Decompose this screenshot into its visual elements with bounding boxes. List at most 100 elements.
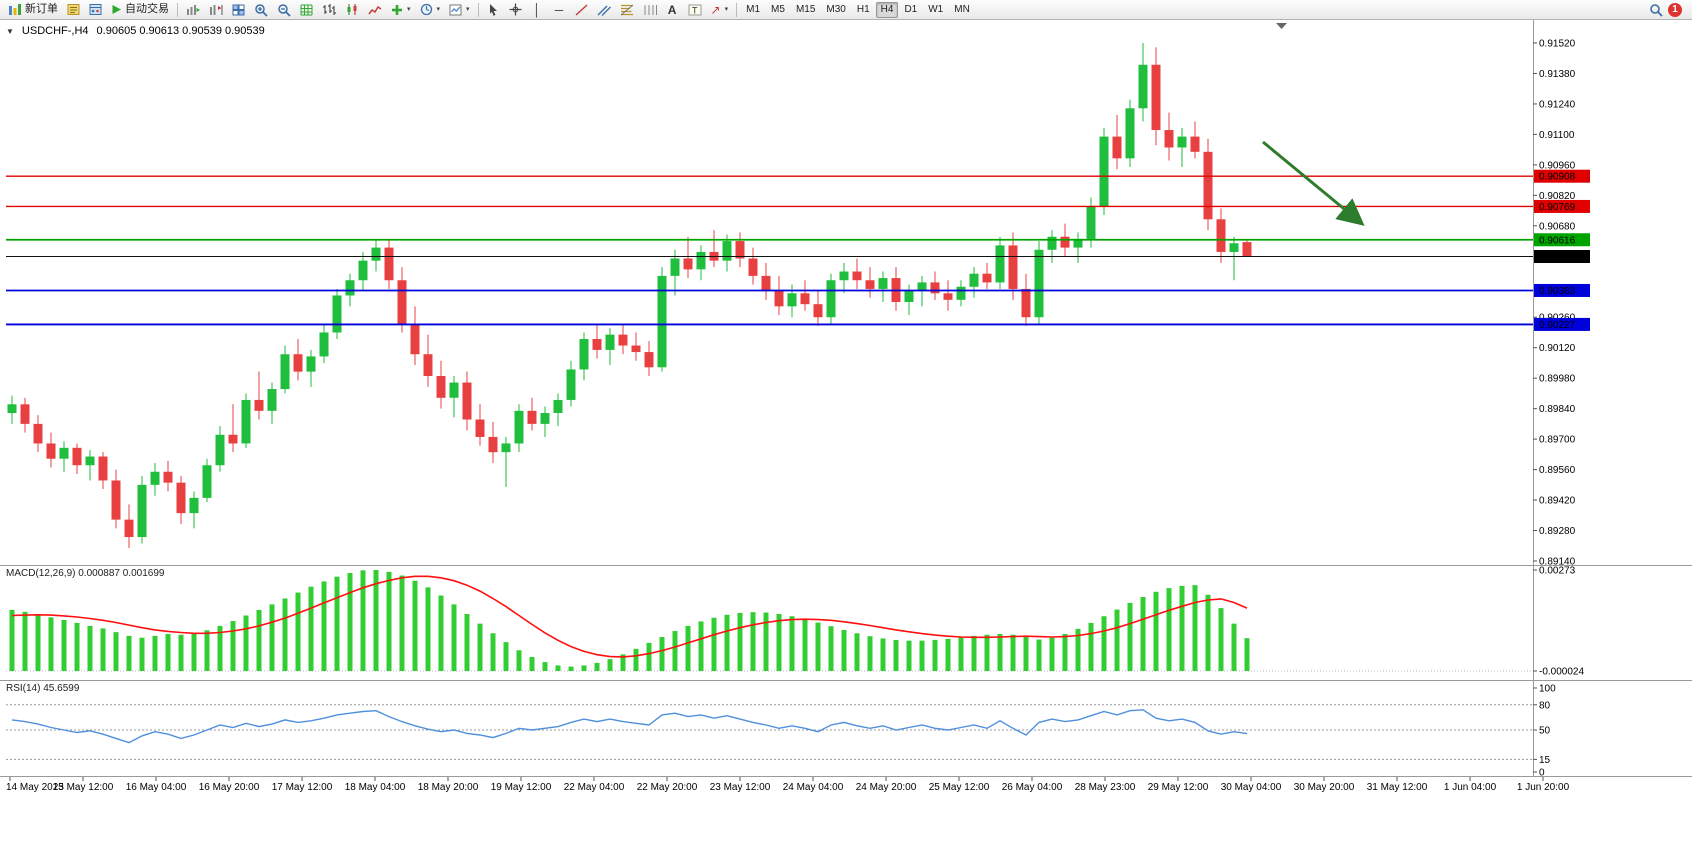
macd-histogram-bar <box>1218 608 1224 671</box>
vertical-line-button[interactable]: │ <box>527 1 548 18</box>
macd-histogram-bar <box>1114 609 1120 671</box>
candle-body <box>137 484 147 538</box>
candle-body <box>293 354 303 372</box>
indicators-button[interactable]: ▾ <box>387 1 415 18</box>
macd-histogram-bar <box>1179 585 1185 671</box>
template-icon <box>449 4 462 15</box>
macd-histogram-bar <box>1075 628 1081 671</box>
search-button[interactable] <box>1645 1 1667 18</box>
candle-body <box>59 447 69 459</box>
grid-button[interactable] <box>296 1 317 18</box>
macd-histogram-bar <box>412 580 418 671</box>
candle-body <box>800 293 810 305</box>
candle-body <box>72 447 82 466</box>
notification-badge[interactable]: 1 <box>1668 2 1682 17</box>
bar-chart-icon <box>323 4 336 15</box>
macd-axis-label: -0.000024 <box>1539 667 1584 678</box>
auto-scroll-icon <box>187 4 200 15</box>
macd-histogram-bar <box>919 640 925 671</box>
rsi-axis-label: 100 <box>1539 684 1556 695</box>
bar-chart-mode-button[interactable] <box>318 1 340 18</box>
timeframe-m1-button[interactable]: M1 <box>741 2 765 18</box>
candlestick-mode-button[interactable] <box>341 1 363 18</box>
timeframe-m30-button[interactable]: M30 <box>821 2 850 18</box>
time-axis-label: 22 May 20:00 <box>637 782 698 793</box>
candle-body <box>124 519 134 538</box>
channel-button[interactable] <box>593 1 615 18</box>
macd-histogram-bar <box>243 615 249 671</box>
crosshair-icon <box>509 3 522 16</box>
candle-body <box>605 334 615 350</box>
chart-shift-marker[interactable] <box>1276 23 1287 29</box>
price-axis-label: 0.89140 <box>1539 557 1576 568</box>
macd-histogram-bar <box>48 617 54 671</box>
timeframe-w1-button[interactable]: W1 <box>923 2 948 18</box>
macd-histogram-bar <box>321 581 327 671</box>
macd-histogram-bar <box>1062 634 1068 671</box>
auto-trading-button[interactable]: 自动交易 <box>107 1 173 18</box>
auto-scroll-button[interactable] <box>182 1 204 18</box>
candle-body <box>488 436 498 453</box>
trendline-button[interactable] <box>571 1 592 18</box>
templates-button[interactable]: ▾ <box>445 1 474 18</box>
timeframe-h1-button[interactable]: H1 <box>852 2 875 18</box>
cursor-button[interactable] <box>483 1 504 18</box>
macd-axis-label: 0.00273 <box>1539 566 1576 577</box>
symbol-collapse-icon[interactable]: ▼ <box>6 26 14 36</box>
market-watch-button[interactable] <box>63 1 84 18</box>
candle-body <box>397 280 407 324</box>
rsi-axis-label: 50 <box>1539 726 1551 737</box>
candle-body <box>1021 288 1031 318</box>
price-axis-label: 0.91240 <box>1539 99 1576 110</box>
macd-histogram-bar <box>555 665 561 671</box>
price-level-box <box>1534 199 1590 213</box>
candle-body <box>696 251 706 270</box>
text-label-icon: T <box>688 4 702 15</box>
horizontal-line-button[interactable]: ─ <box>549 1 570 18</box>
arrows-button[interactable]: ↗ ▾ <box>707 1 733 18</box>
macd-histogram-bar <box>620 654 626 671</box>
zoom-in-button[interactable] <box>250 1 272 18</box>
macd-histogram-bar <box>425 587 431 671</box>
time-axis-label: 14 May 2023 <box>6 782 64 793</box>
trend-arrow-annotation[interactable] <box>1262 140 1365 226</box>
text-button[interactable]: A <box>662 1 683 18</box>
candle-body <box>1125 108 1135 159</box>
price-axis-label: 0.89280 <box>1539 526 1576 537</box>
candle-body <box>1216 219 1226 252</box>
timeframe-mn-button[interactable]: MN <box>949 2 975 18</box>
fibonacci-button[interactable] <box>616 1 638 18</box>
timeframe-m15-button[interactable]: M15 <box>791 2 820 18</box>
chart-shift-button[interactable] <box>205 1 227 18</box>
timeframe-d1-button[interactable]: D1 <box>899 2 922 18</box>
candle-body <box>254 399 264 411</box>
text-label-button[interactable]: T <box>684 1 706 18</box>
new-order-button[interactable]: 新订单 <box>4 1 62 18</box>
candle-body <box>761 275 771 292</box>
indicators-plus-icon <box>392 4 402 15</box>
line-chart-mode-button[interactable] <box>364 1 386 18</box>
macd-histogram-bar <box>711 617 717 671</box>
cycle-lines-button[interactable] <box>639 1 661 18</box>
candle-body <box>566 369 576 400</box>
time-axis-label: 18 May 04:00 <box>345 782 406 793</box>
time-axis-label: 1 Jun 04:00 <box>1444 782 1497 793</box>
macd-histogram-bar <box>1140 597 1146 671</box>
price-axis-label: 0.89560 <box>1539 465 1576 476</box>
macd-histogram-bar <box>1049 637 1055 671</box>
zoom-out-button[interactable] <box>273 1 295 18</box>
candle-body <box>1203 151 1213 220</box>
candle-body <box>358 260 368 281</box>
macd-histogram-bar <box>802 619 808 671</box>
macd-histogram-bar <box>932 639 938 671</box>
price-level-box-label: 0.90227 <box>1539 320 1576 331</box>
tile-windows-button[interactable] <box>228 1 249 18</box>
timeframe-h4-button[interactable]: H4 <box>875 1 899 18</box>
fibonacci-icon <box>620 4 633 15</box>
timeframe-m5-button[interactable]: M5 <box>766 2 790 18</box>
price-level-box <box>1534 233 1590 247</box>
crosshair-button[interactable] <box>505 1 526 18</box>
candle-body <box>735 241 745 259</box>
periods-button[interactable]: ▾ <box>416 1 445 18</box>
data-window-button[interactable] <box>85 1 106 18</box>
